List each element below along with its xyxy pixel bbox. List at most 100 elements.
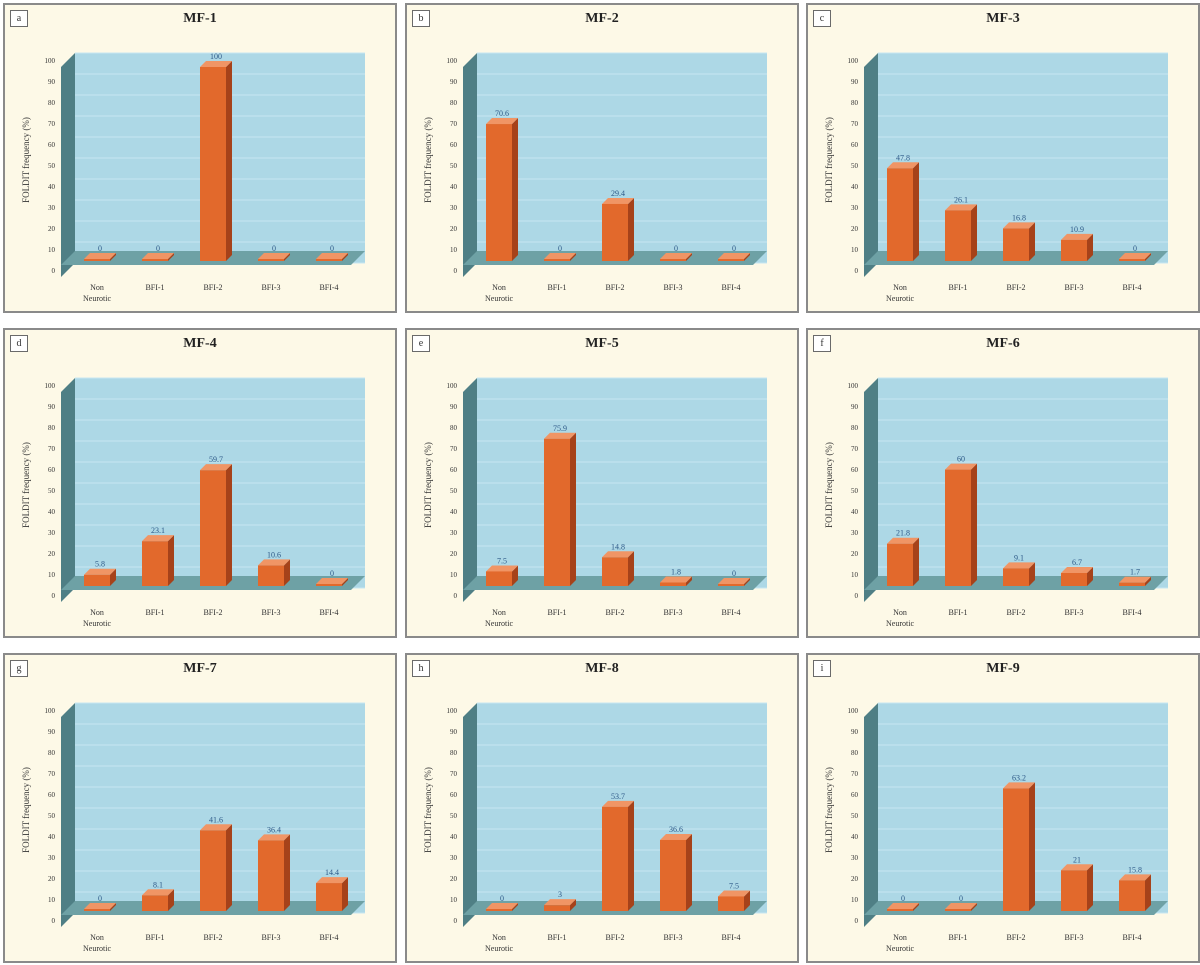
- data-label: 53.7: [611, 792, 625, 801]
- bar-side: [168, 889, 174, 911]
- bar-side: [110, 253, 116, 261]
- bar: [887, 168, 913, 261]
- chart-side-wall: [864, 378, 878, 602]
- x-tick-label: BFI-3: [261, 933, 280, 942]
- data-label: 14.8: [611, 542, 625, 551]
- bar-side: [570, 899, 576, 911]
- chart-panel-mf7: g MF-7 FOLDIT frequency (%) 0 10 20 30 40 50 6…: [3, 653, 397, 963]
- x-tick-label: BFI-4: [1122, 608, 1141, 617]
- y-tick-label: 50: [450, 812, 458, 820]
- data-label: 1.7: [1130, 568, 1140, 577]
- panel-tag: i: [813, 660, 831, 677]
- bar: [316, 883, 342, 911]
- bar: [84, 259, 110, 261]
- data-label: 26.1: [954, 195, 968, 204]
- bar: [1119, 880, 1145, 911]
- x-tick-label: BFI-4: [721, 933, 740, 942]
- x-tick-label: BFI-4: [319, 933, 338, 942]
- x-tick-label: BFI-1: [547, 608, 566, 617]
- panel-tag: f: [813, 335, 831, 352]
- x-tick-label: Non: [90, 608, 104, 617]
- y-tick-label: 100: [447, 57, 458, 65]
- chart-panel-mf9: i MF-9 FOLDIT frequency (%) 0 10 20 30 40 50 6…: [806, 653, 1200, 963]
- bar-top: [200, 464, 232, 471]
- bar-side: [226, 61, 232, 261]
- bar: [602, 203, 628, 261]
- bar-top: [945, 903, 977, 909]
- chart-panel-mf6: f MF-6 FOLDIT frequency (%) 0 10 20 30 40 50 6…: [806, 328, 1200, 638]
- panel-tag: d: [10, 335, 28, 352]
- y-tick-label: 90: [48, 728, 56, 736]
- chart-plot: 0 10 20 30 40 50 60 70 80 90 100 0 Non Neurotic 8.1 BFI…: [45, 702, 365, 953]
- bar: [602, 557, 628, 586]
- x-tick-label: Neurotic: [83, 944, 111, 953]
- chart-plot: 0 10 20 30 40 50 60 70 80 90 100 5.8 Non Neurotic 23.1…: [45, 377, 365, 628]
- data-label: 6.7: [1072, 558, 1082, 567]
- y-tick-label: 60: [48, 791, 56, 799]
- bar-top: [142, 535, 174, 542]
- bar: [200, 67, 226, 261]
- y-tick-label: 0: [454, 917, 458, 925]
- x-tick-label: Non: [492, 933, 506, 942]
- x-tick-label: Neurotic: [83, 619, 111, 628]
- data-label: 5.8: [95, 560, 105, 569]
- bar-top: [602, 551, 634, 558]
- data-label: 41.6: [209, 815, 223, 824]
- x-tick-label: BFI-1: [145, 608, 164, 617]
- y-tick-label: 0: [855, 592, 859, 600]
- chart-side-wall: [864, 703, 878, 927]
- y-tick-label: 80: [851, 749, 859, 757]
- bar-side: [570, 432, 576, 586]
- x-tick-label: BFI-2: [605, 933, 624, 942]
- y-tick-label: 10: [48, 246, 56, 254]
- chart-side-wall: [61, 703, 75, 927]
- bar: [1003, 228, 1029, 261]
- bar-top: [660, 576, 692, 583]
- bar-side: [226, 464, 232, 586]
- data-label: 0: [558, 244, 562, 253]
- y-tick-label: 20: [48, 875, 56, 883]
- x-tick-label: Non: [893, 608, 907, 617]
- y-tick-label: 30: [851, 854, 859, 862]
- bar: [945, 469, 971, 586]
- bar-top: [1061, 567, 1093, 574]
- bar-side: [570, 253, 576, 261]
- y-tick-label: 10: [48, 571, 56, 579]
- chart-title: MF-8: [585, 661, 619, 676]
- bar-top: [1003, 562, 1035, 569]
- bar-side: [512, 903, 518, 911]
- data-label: 63.2: [1012, 773, 1026, 782]
- data-label: 0: [959, 894, 963, 903]
- y-tick-label: 50: [450, 487, 458, 495]
- x-tick-label: Non: [492, 608, 506, 617]
- y-tick-label: 70: [450, 120, 458, 128]
- bar-top: [1119, 874, 1151, 881]
- y-tick-label: 0: [52, 592, 56, 600]
- bar-top: [602, 800, 634, 807]
- chart-side-wall: [463, 378, 477, 602]
- chart-title: MF-2: [585, 11, 619, 26]
- bar: [945, 210, 971, 261]
- bar-side: [1145, 253, 1151, 261]
- y-tick-label: 20: [48, 225, 56, 233]
- bar: [1003, 788, 1029, 911]
- y-tick-label: 30: [48, 529, 56, 537]
- y-tick-label: 80: [48, 749, 56, 757]
- bar-side: [913, 162, 919, 261]
- y-tick-label: 50: [48, 487, 56, 495]
- bar-top: [544, 253, 576, 259]
- y-tick-label: 90: [450, 728, 458, 736]
- y-tick-label: 20: [851, 875, 859, 883]
- bar-side: [168, 253, 174, 261]
- chart-plot: 0 10 20 30 40 50 60 70 80 90 100 47.8 Non Neurotic 26.…: [848, 52, 1168, 303]
- y-tick-label: 40: [851, 833, 859, 841]
- panel-tag: a: [10, 10, 28, 27]
- y-tick-label: 80: [450, 424, 458, 432]
- data-label: 0: [1133, 244, 1137, 253]
- bar: [258, 565, 284, 586]
- y-tick-label: 40: [48, 833, 56, 841]
- chart-plot: 0 10 20 30 40 50 60 70 80 90 100 0 Non Neurotic 0 BFI-1…: [848, 702, 1168, 953]
- bar-top: [1061, 233, 1093, 240]
- data-label: 0: [330, 244, 334, 253]
- x-tick-label: BFI-3: [1064, 933, 1083, 942]
